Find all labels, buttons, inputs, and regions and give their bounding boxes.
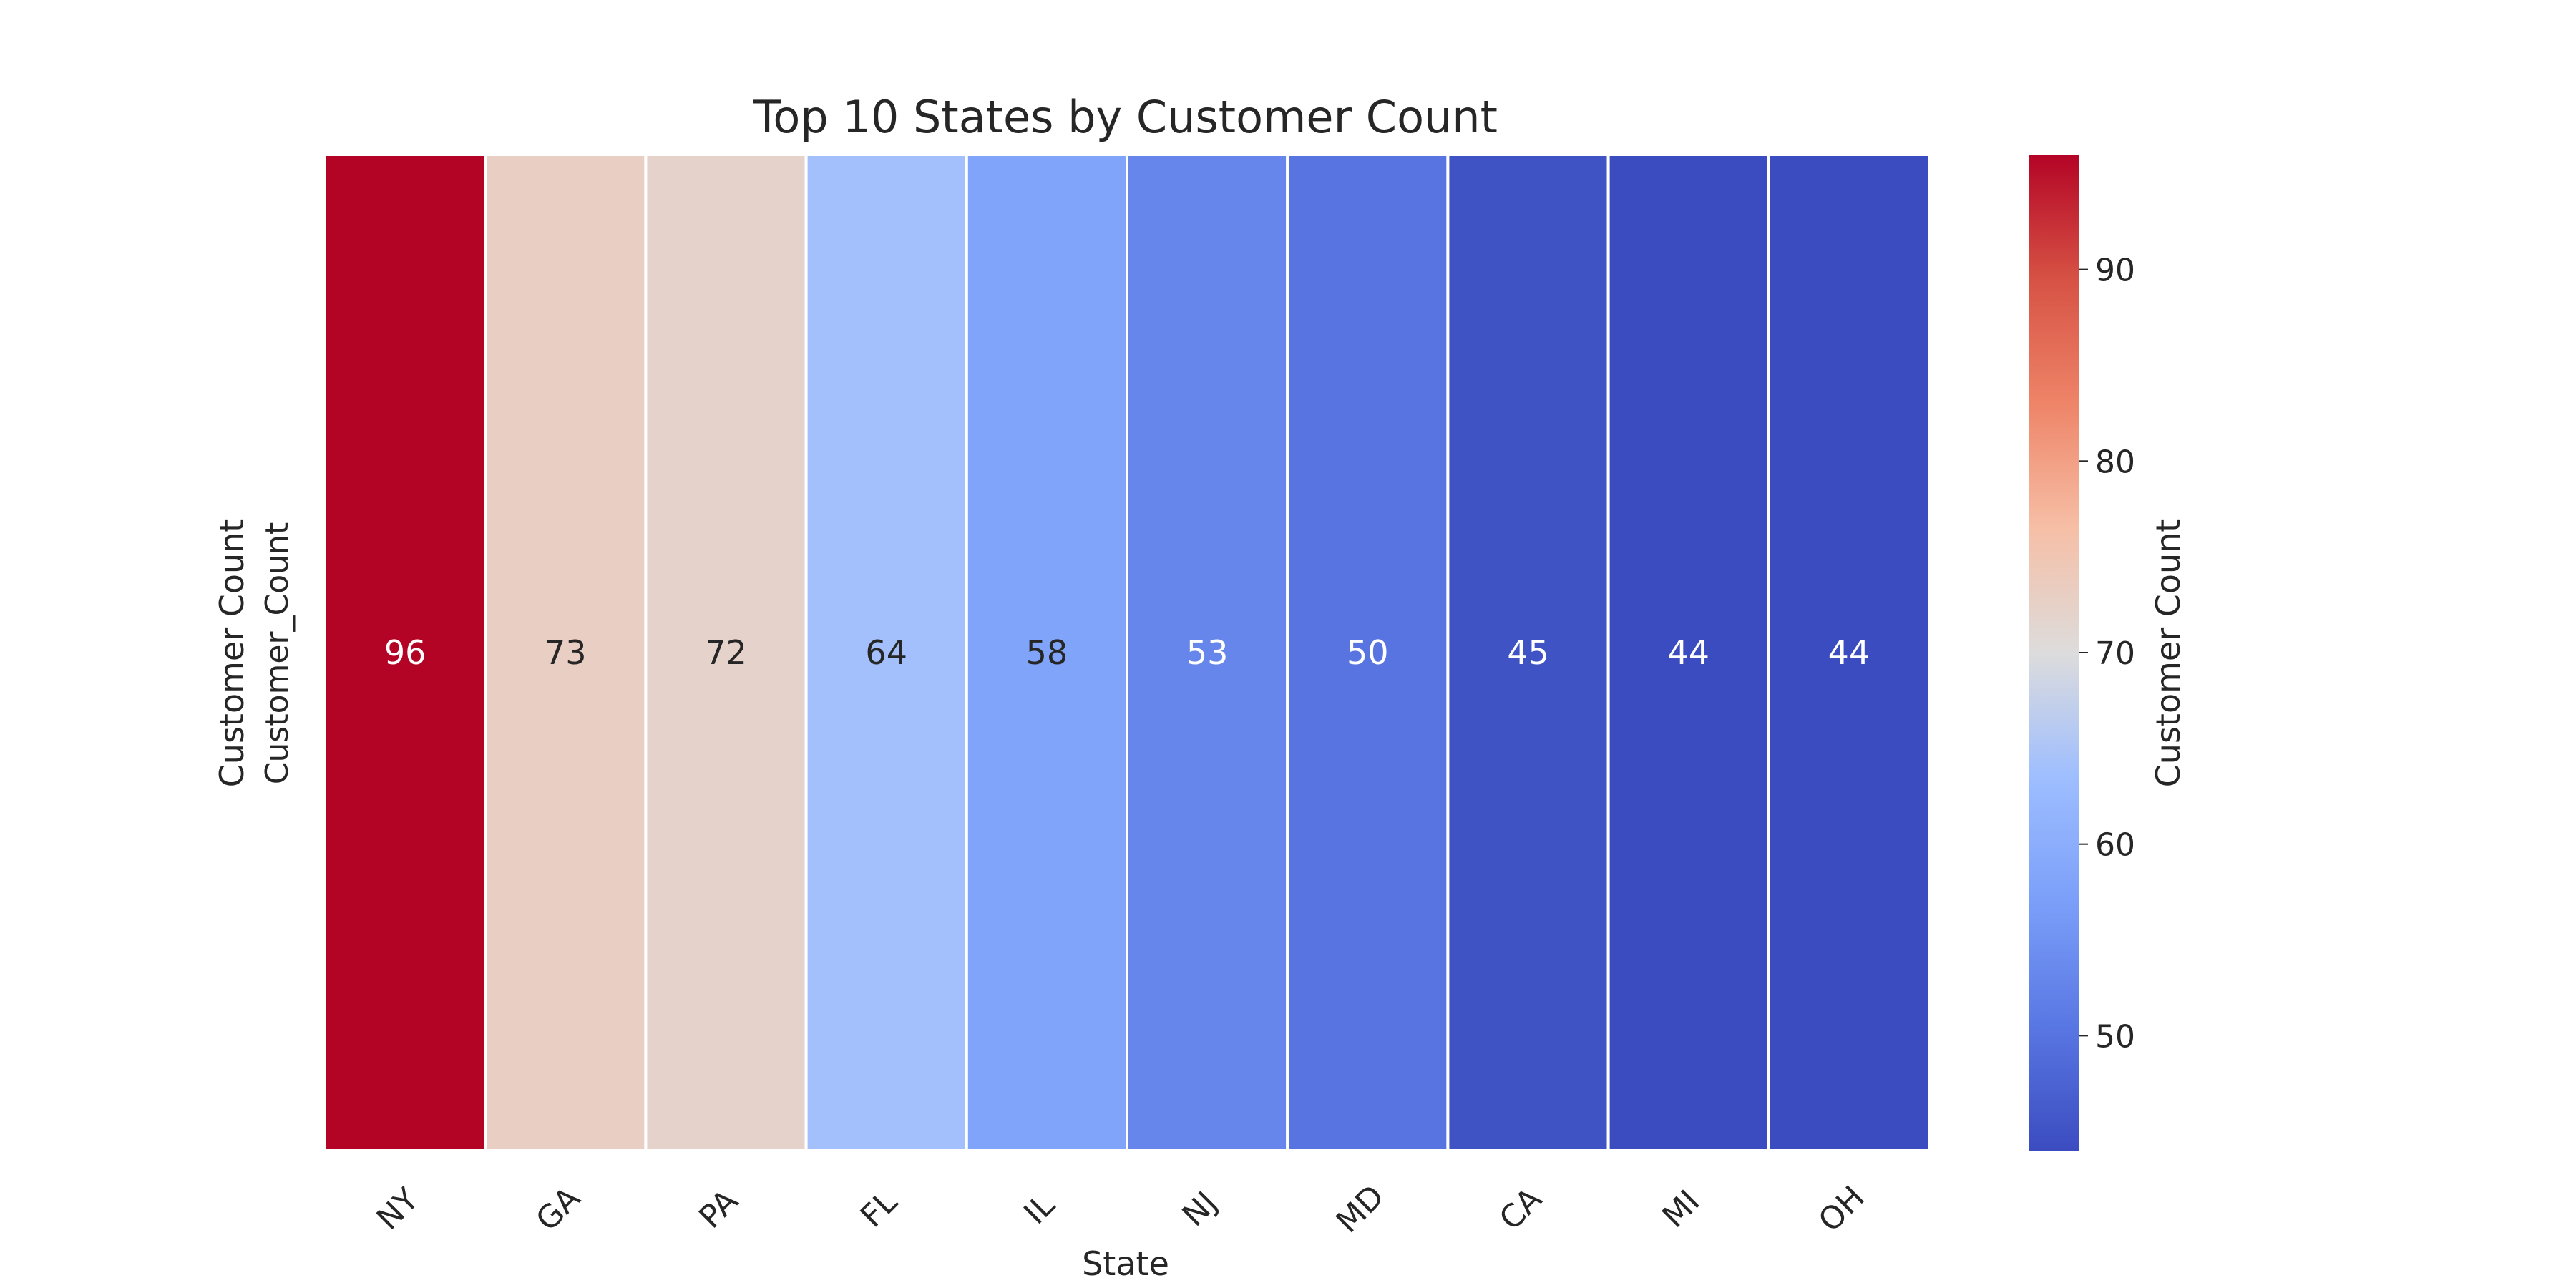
x-tick-label: MI xyxy=(1655,1184,1707,1235)
chart-title: Top 10 States by Customer Count xyxy=(753,91,1498,143)
x-tick-label: GA xyxy=(529,1180,587,1238)
cell-value-label: 96 xyxy=(384,633,426,672)
colorbar-tick-label: 50 xyxy=(2095,1018,2135,1055)
heatmap-cell-ca xyxy=(1446,153,1610,1152)
colorbar-gradient xyxy=(2029,155,2079,1151)
x-tick-label: MD xyxy=(1330,1178,1392,1240)
y-axis-label: Customer Count xyxy=(213,519,251,788)
heatmap-cell-fl xyxy=(804,153,968,1152)
heatmap-cell-labels: 96 73 72 64 58 53 50 45 44 44 xyxy=(384,633,1870,672)
cell-value-label: 58 xyxy=(1026,633,1068,672)
heatmap-cell-mi xyxy=(1606,153,1770,1152)
cell-value-label: 45 xyxy=(1507,633,1549,672)
x-tick-label: FL xyxy=(854,1184,905,1235)
x-tick-label: OH xyxy=(1812,1179,1872,1239)
heatmap-cell-il xyxy=(965,153,1129,1152)
cell-value-label: 53 xyxy=(1186,633,1229,672)
x-tick-label: PA xyxy=(692,1183,745,1236)
cell-value-label: 44 xyxy=(1828,633,1870,672)
colorbar: 50 60 70 80 90 Customer Count xyxy=(2029,155,2187,1151)
heatmap-cell-ga xyxy=(484,153,648,1152)
heatmap-cell-oh xyxy=(1767,153,1931,1152)
x-tick-label: CA xyxy=(1493,1181,1549,1237)
cell-value-label: 50 xyxy=(1347,633,1389,672)
y-tick-label: Customer_Count xyxy=(259,522,296,784)
heatmap-cell-pa xyxy=(644,153,808,1152)
heatmap-cell-ny xyxy=(323,153,487,1152)
heatmap-cells xyxy=(323,153,1931,1152)
heatmap-cell-md xyxy=(1286,153,1450,1152)
cell-value-label: 64 xyxy=(865,633,907,672)
colorbar-tick-label: 70 xyxy=(2095,635,2135,672)
x-tick-labels: NY GA PA FL IL NJ MD CA MI OH xyxy=(370,1178,1872,1240)
x-tick-label: NY xyxy=(370,1181,426,1236)
x-axis-label: State xyxy=(1082,1244,1169,1283)
colorbar-tick-label: 60 xyxy=(2095,827,2135,864)
colorbar-label: Customer Count xyxy=(2149,519,2187,788)
cell-value-label: 73 xyxy=(545,633,587,672)
cell-value-label: 72 xyxy=(705,633,747,672)
colorbar-tick-label: 80 xyxy=(2095,444,2135,480)
colorbar-ticks: 50 60 70 80 90 xyxy=(2079,253,2135,1055)
heatmap-cell-nj xyxy=(1126,153,1289,1152)
x-tick-label: IL xyxy=(1017,1186,1062,1231)
x-tick-label: NJ xyxy=(1176,1184,1225,1234)
cell-value-label: 44 xyxy=(1667,633,1709,672)
colorbar-tick-label: 90 xyxy=(2095,253,2135,289)
